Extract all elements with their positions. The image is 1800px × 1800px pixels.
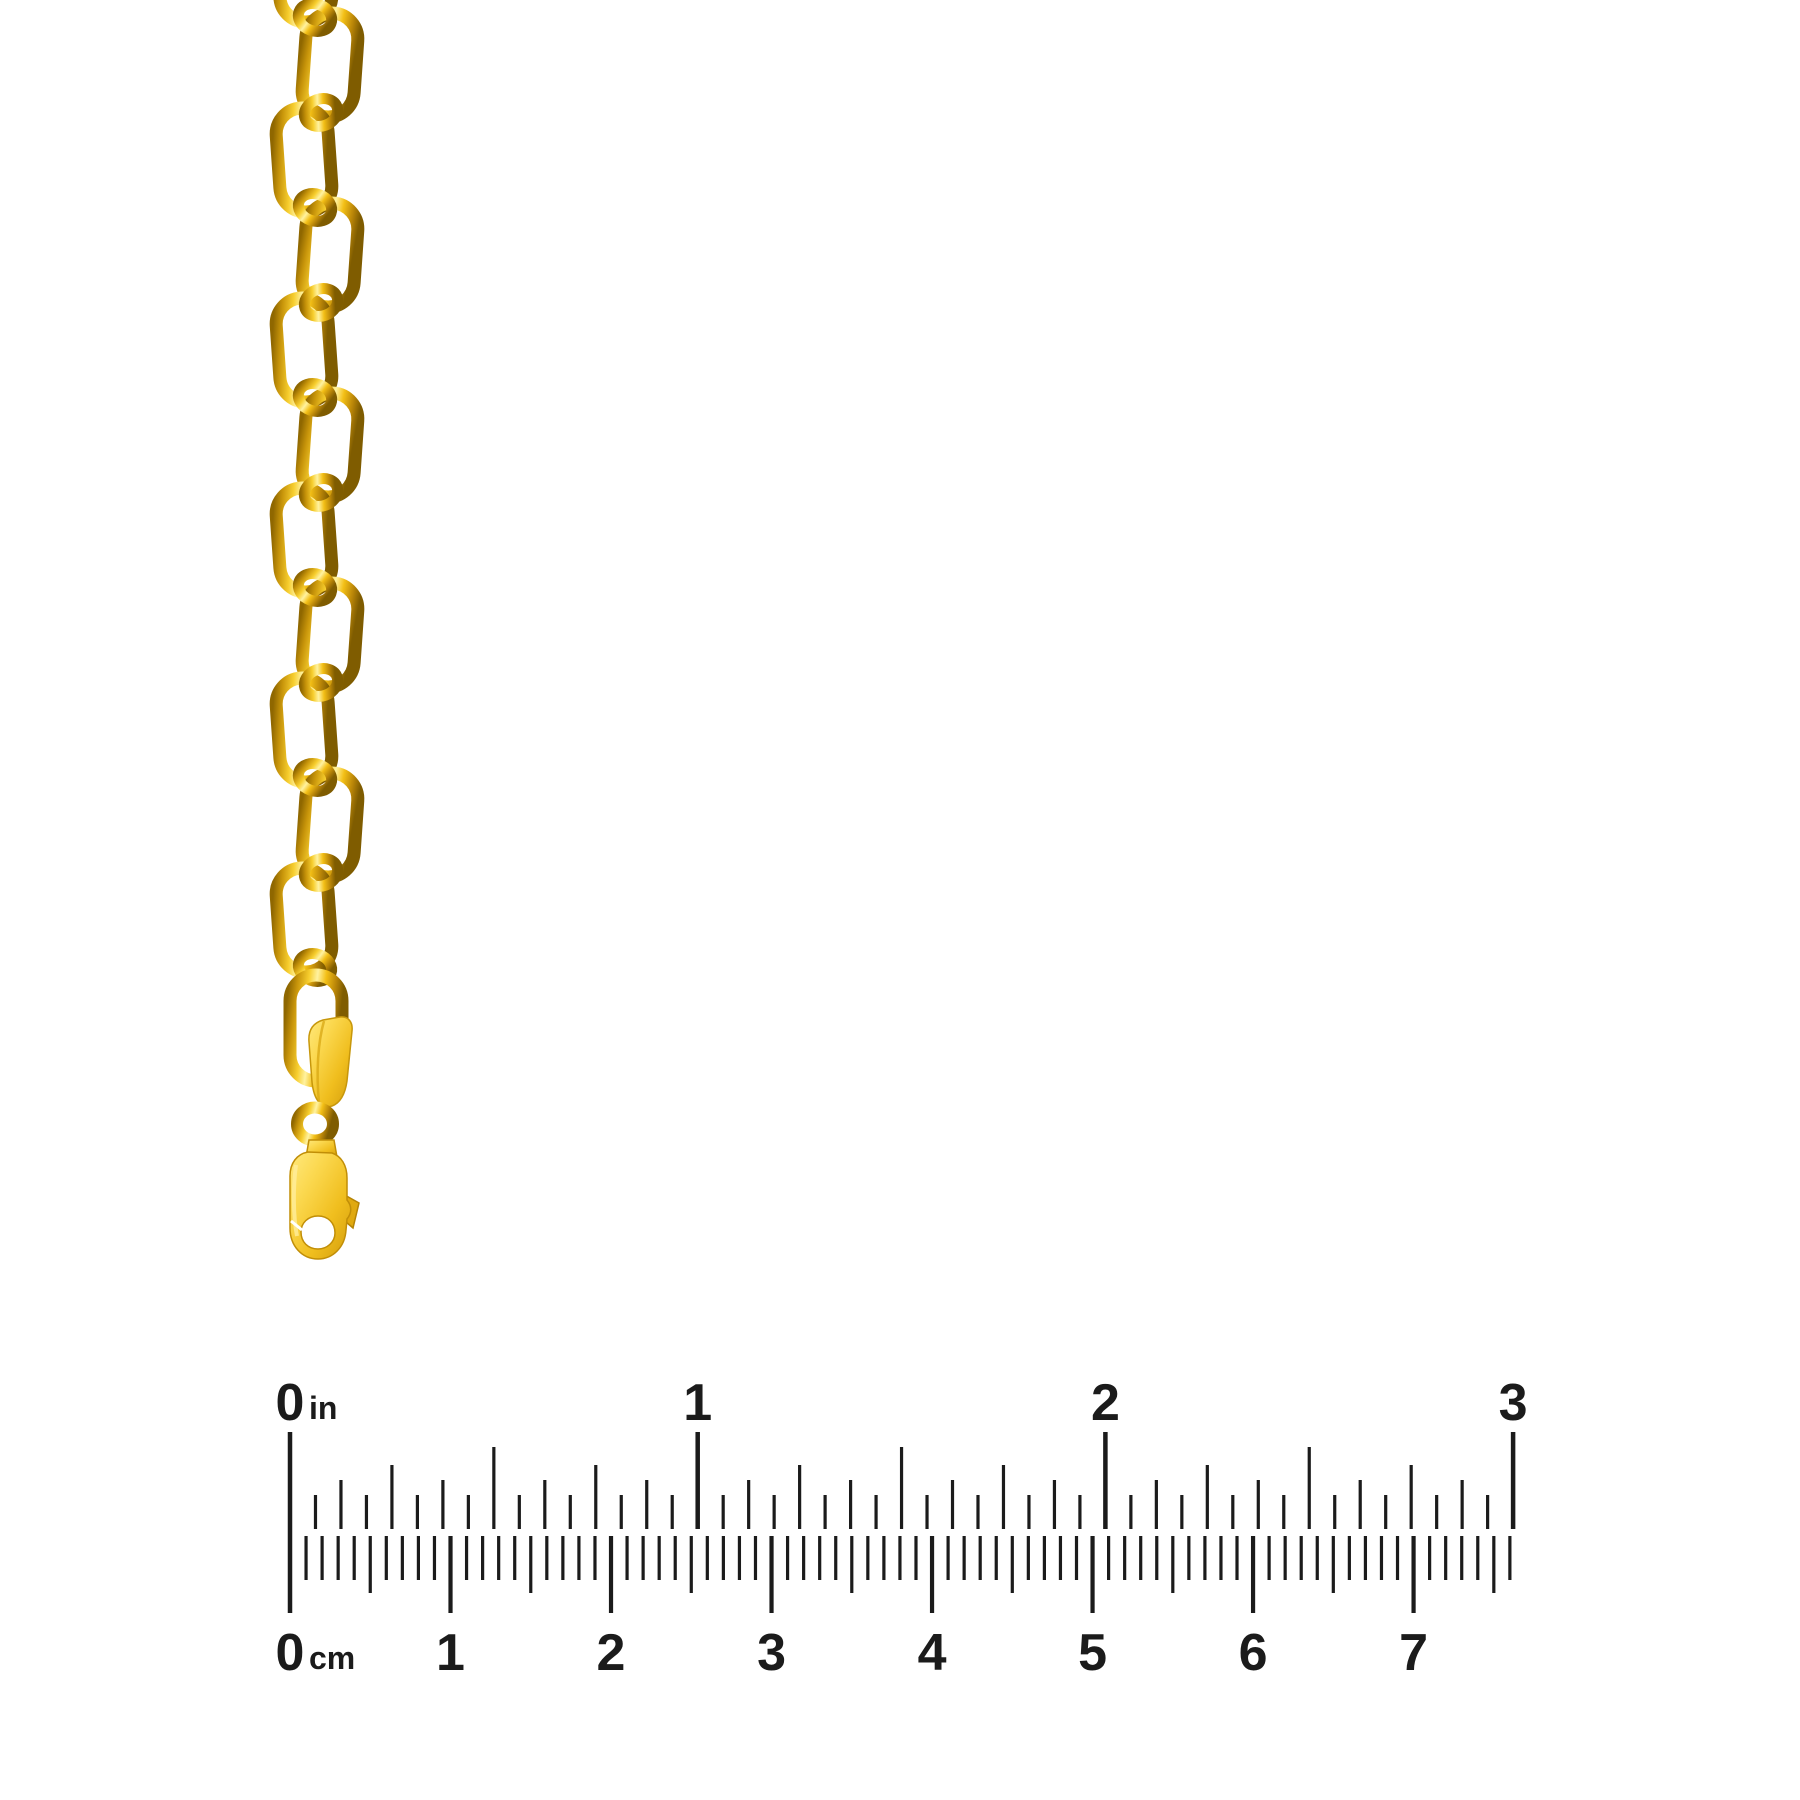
- chain-link-joint: [292, 568, 338, 607]
- chain-link-joint: [292, 758, 338, 797]
- ruler-cm-label-7: 7: [1399, 1624, 1428, 1682]
- ruler-cm-unit-label: cm: [309, 1640, 355, 1676]
- chain-link-joint: [298, 663, 344, 702]
- ruler-cm-label-6: 6: [1239, 1624, 1268, 1682]
- clasp-gap-line: [290, 1219, 303, 1232]
- chain-link-joint: [292, 0, 338, 37]
- ruler-cm-label-2: 2: [597, 1624, 626, 1682]
- clasp-highlight: [291, 1164, 299, 1237]
- chain-link-joint: [292, 188, 338, 227]
- chain-link-joint: [298, 283, 344, 322]
- gold-chain: [269, 0, 365, 987]
- ruler-inch-label-3: 3: [1499, 1374, 1528, 1432]
- clasp-bail: [308, 1016, 353, 1108]
- lobster-clasp-body: [289, 1151, 352, 1260]
- ruler-inch-label-2: 2: [1091, 1374, 1120, 1432]
- clasp-bail-fold-line: [316, 1020, 326, 1104]
- ruler-cm-label-5: 5: [1078, 1624, 1107, 1682]
- ruler-cm-zero-label: 0: [276, 1624, 305, 1682]
- ruler-inch-label-1: 1: [683, 1374, 712, 1432]
- chain-link-joint: [298, 93, 344, 132]
- measurement-ruler: 0 in 1 2 30 cm 1 2 3 4 5 6 7: [276, 1374, 1528, 1682]
- chain-link-joint: [292, 378, 338, 417]
- jump-ring: [291, 1101, 339, 1147]
- ruler-cm-label-3: 3: [757, 1624, 786, 1682]
- chain-link-joint: [298, 473, 344, 512]
- chain-link-joint: [298, 853, 344, 892]
- lobster-clasp-assembly: [283, 968, 360, 1260]
- ruler-cm-label-1: 1: [436, 1624, 465, 1682]
- ruler-inch-zero-label: 0: [276, 1374, 305, 1432]
- ruler-cm-label-4: 4: [918, 1624, 947, 1682]
- ruler-inch-unit-label: in: [309, 1390, 337, 1426]
